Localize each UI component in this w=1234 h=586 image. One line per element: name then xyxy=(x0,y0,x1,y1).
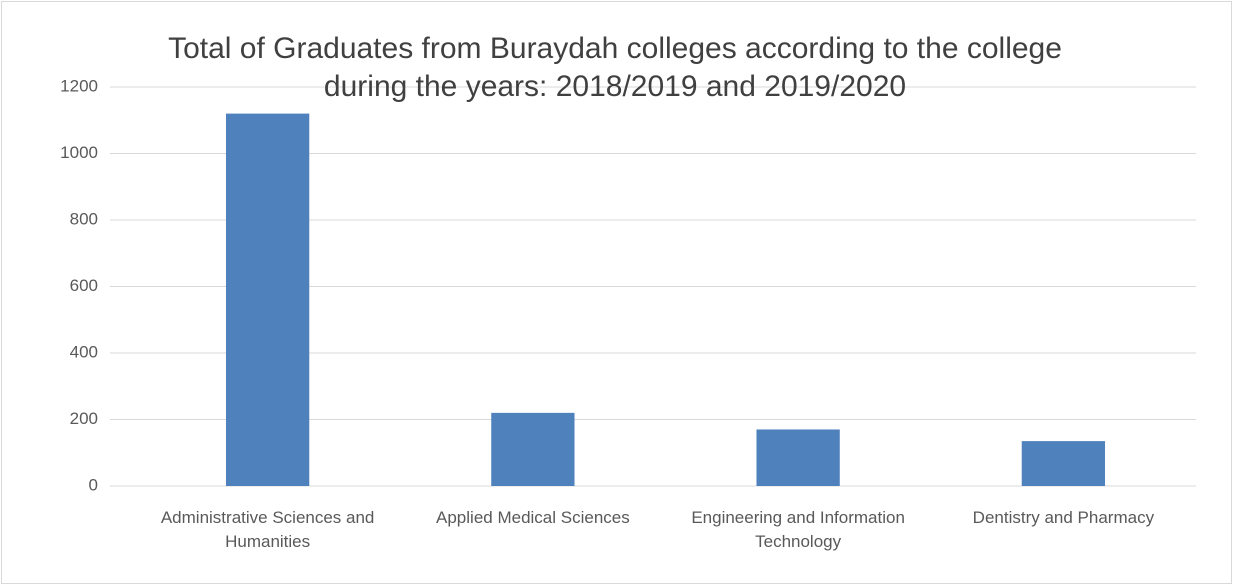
x-tick-label: Engineering and Information Technology xyxy=(691,508,905,551)
bar xyxy=(756,429,840,486)
y-tick-label: 200 xyxy=(70,409,98,428)
bar xyxy=(1021,441,1106,486)
y-tick-label: 400 xyxy=(70,342,98,361)
y-tick-label: 1200 xyxy=(60,76,98,95)
x-tick-label: Administrative Sciences and Humanities xyxy=(160,508,375,551)
y-tick-label: 800 xyxy=(70,209,98,228)
y-tick-label: 0 xyxy=(89,475,98,494)
bar xyxy=(225,113,310,486)
bar xyxy=(491,412,575,486)
chart-title: Total of Graduates from Buraydah college… xyxy=(168,32,1062,103)
y-tick-label: 600 xyxy=(70,276,98,295)
x-tick-label: Dentistry and Pharmacy xyxy=(972,508,1155,527)
y-tick-label: 1000 xyxy=(60,143,98,162)
x-tick-label: Applied Medical Sciences xyxy=(436,508,630,527)
